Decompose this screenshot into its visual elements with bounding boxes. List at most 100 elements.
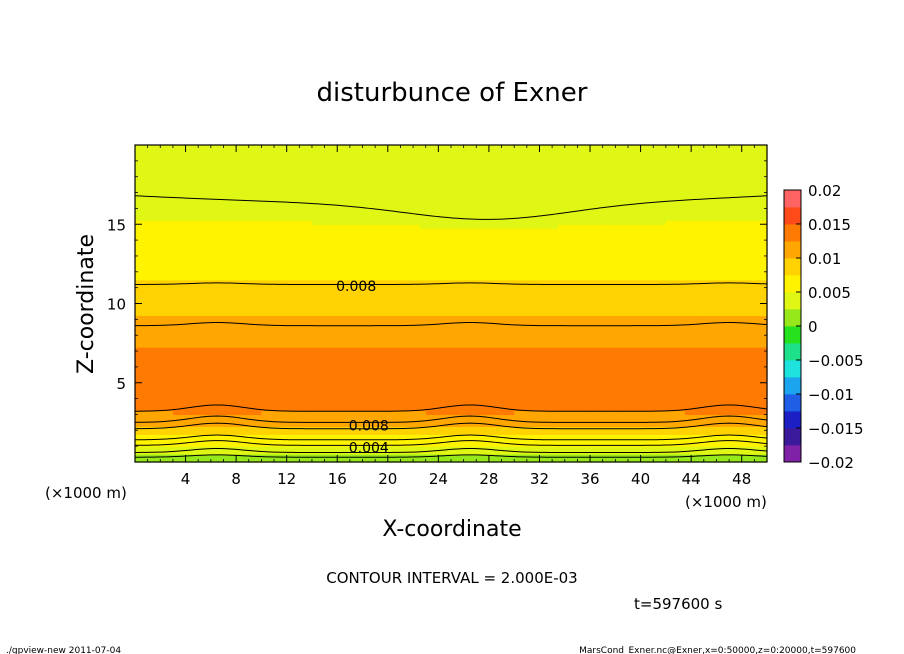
field-cell [665,263,673,269]
field-cell [552,394,560,400]
field-cell [748,355,755,360]
field-cell [419,267,427,273]
field-cell [710,331,718,336]
field-cell [457,283,465,289]
field-cell [602,271,610,277]
field-cell [223,454,231,459]
field-cell [609,319,616,324]
field-cell [741,426,749,431]
field-cell [413,355,420,360]
field-cell [425,390,433,396]
field-cell [722,323,730,328]
field-cell [659,410,667,416]
field-cell [659,291,667,297]
field-cell [514,323,522,328]
field-cell [330,263,338,269]
field-cell [627,303,635,309]
field-cell [362,339,370,344]
field-cell [457,430,465,435]
field-cell [665,362,673,368]
field-cell [678,426,686,431]
field-cell [634,418,642,423]
field-cell [337,339,345,344]
field-cell [267,267,275,273]
field-cell [349,339,357,344]
field-cell [160,279,168,285]
field-cell [678,358,686,364]
field-cell [609,434,616,439]
field-cell [223,351,231,356]
field-cell [368,271,376,277]
field-cell [748,323,755,328]
field-cell [609,343,616,348]
field-cell [349,390,357,396]
field-cell [697,358,705,364]
field-cell [495,362,503,368]
field-cell [514,339,522,344]
field-cell [748,378,755,384]
field-cell [596,335,604,340]
field-cell [526,454,534,459]
field-cell [368,402,376,408]
field-cell [646,283,654,289]
field-cell [571,279,578,285]
field-cell [337,358,345,364]
field-cell [476,390,484,396]
field-cell [501,402,509,408]
field-cell [621,335,629,340]
field-cell [760,343,768,348]
field-cell [375,355,383,360]
field-cell [533,370,541,376]
field-cell [172,299,180,305]
field-cell [406,283,414,289]
field-cell [533,315,541,320]
field-cell [748,366,755,372]
field-cell [627,351,635,356]
field-cell [229,303,237,309]
field-cell [330,343,338,348]
field-cell [583,418,591,423]
field-cell [501,299,509,305]
field-cell [583,430,591,435]
field-cell [735,279,743,285]
field-cell [375,311,383,316]
field-cell [583,283,591,289]
field-cell [387,402,395,408]
field-cell [678,315,686,320]
field-cell [469,458,477,463]
field-cell [640,279,648,285]
field-cell [293,327,300,332]
field-cell [469,430,477,435]
field-cell [507,303,515,309]
field-cell [147,307,155,313]
field-cell [691,374,699,380]
field-cell [552,434,560,439]
field-cell [141,291,149,297]
field-cell [349,263,357,269]
field-cell [432,275,439,281]
field-cell [539,319,547,324]
field-cell [495,343,503,348]
field-cell [438,339,446,344]
field-cell [223,374,231,380]
field-cell [438,438,446,443]
field-cell [627,438,635,443]
field-cell [248,339,256,344]
field-cell [735,315,743,320]
field-cell [217,343,225,348]
field-cell [665,418,673,423]
field-cell [172,343,180,348]
field-cell [223,299,231,305]
field-cell [469,283,477,289]
field-cell [153,315,161,320]
field-cell [577,430,585,435]
field-cell [476,315,484,320]
field-cell [179,331,187,336]
field-cell [609,263,616,269]
field-cell [520,287,528,293]
field-cell [343,315,351,320]
field-cell [684,374,692,380]
field-cell [286,362,294,368]
field-cell [741,450,749,455]
field-cell [703,382,711,388]
